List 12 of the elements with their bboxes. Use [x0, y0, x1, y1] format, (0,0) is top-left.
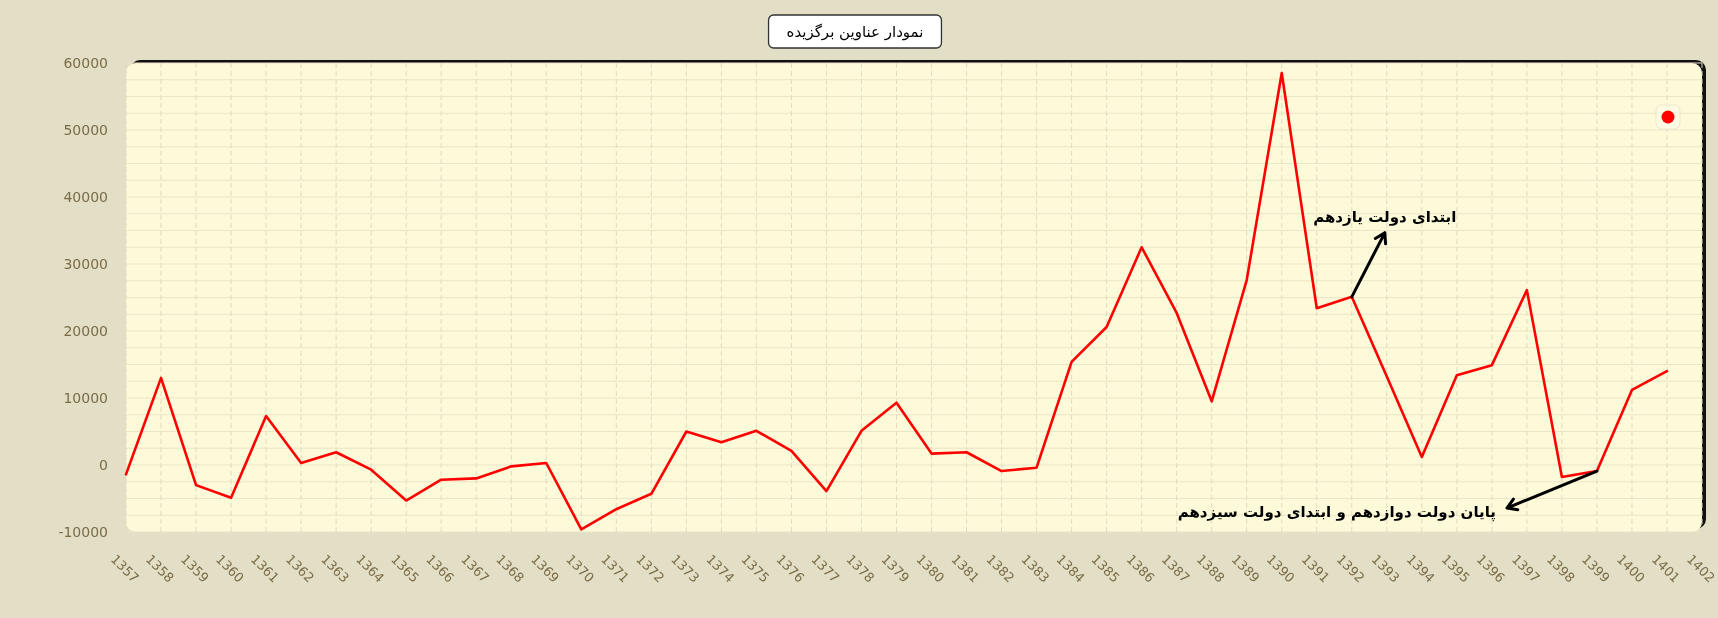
y-tick-label: 0 [99, 457, 108, 473]
annotation: ابتدای دولت یازدهم [1313, 207, 1457, 226]
y-tick-label: 20000 [63, 323, 108, 339]
title: نمودار عناوین برگزیده [767, 14, 943, 49]
y-tick-label: 50000 [63, 122, 108, 138]
y-tick-label: 10000 [63, 390, 108, 406]
chart-title: نمودار عناوین برگزیده [786, 23, 924, 41]
y-tick-label: 60000 [63, 55, 108, 71]
annotation: پایان دولت دوازدهم و ابتدای دولت سیزدهم [1177, 503, 1496, 523]
y-tick-label: 40000 [63, 189, 108, 205]
y-tick-label: -10000 [58, 524, 108, 540]
y-tick-label: 30000 [63, 256, 108, 272]
